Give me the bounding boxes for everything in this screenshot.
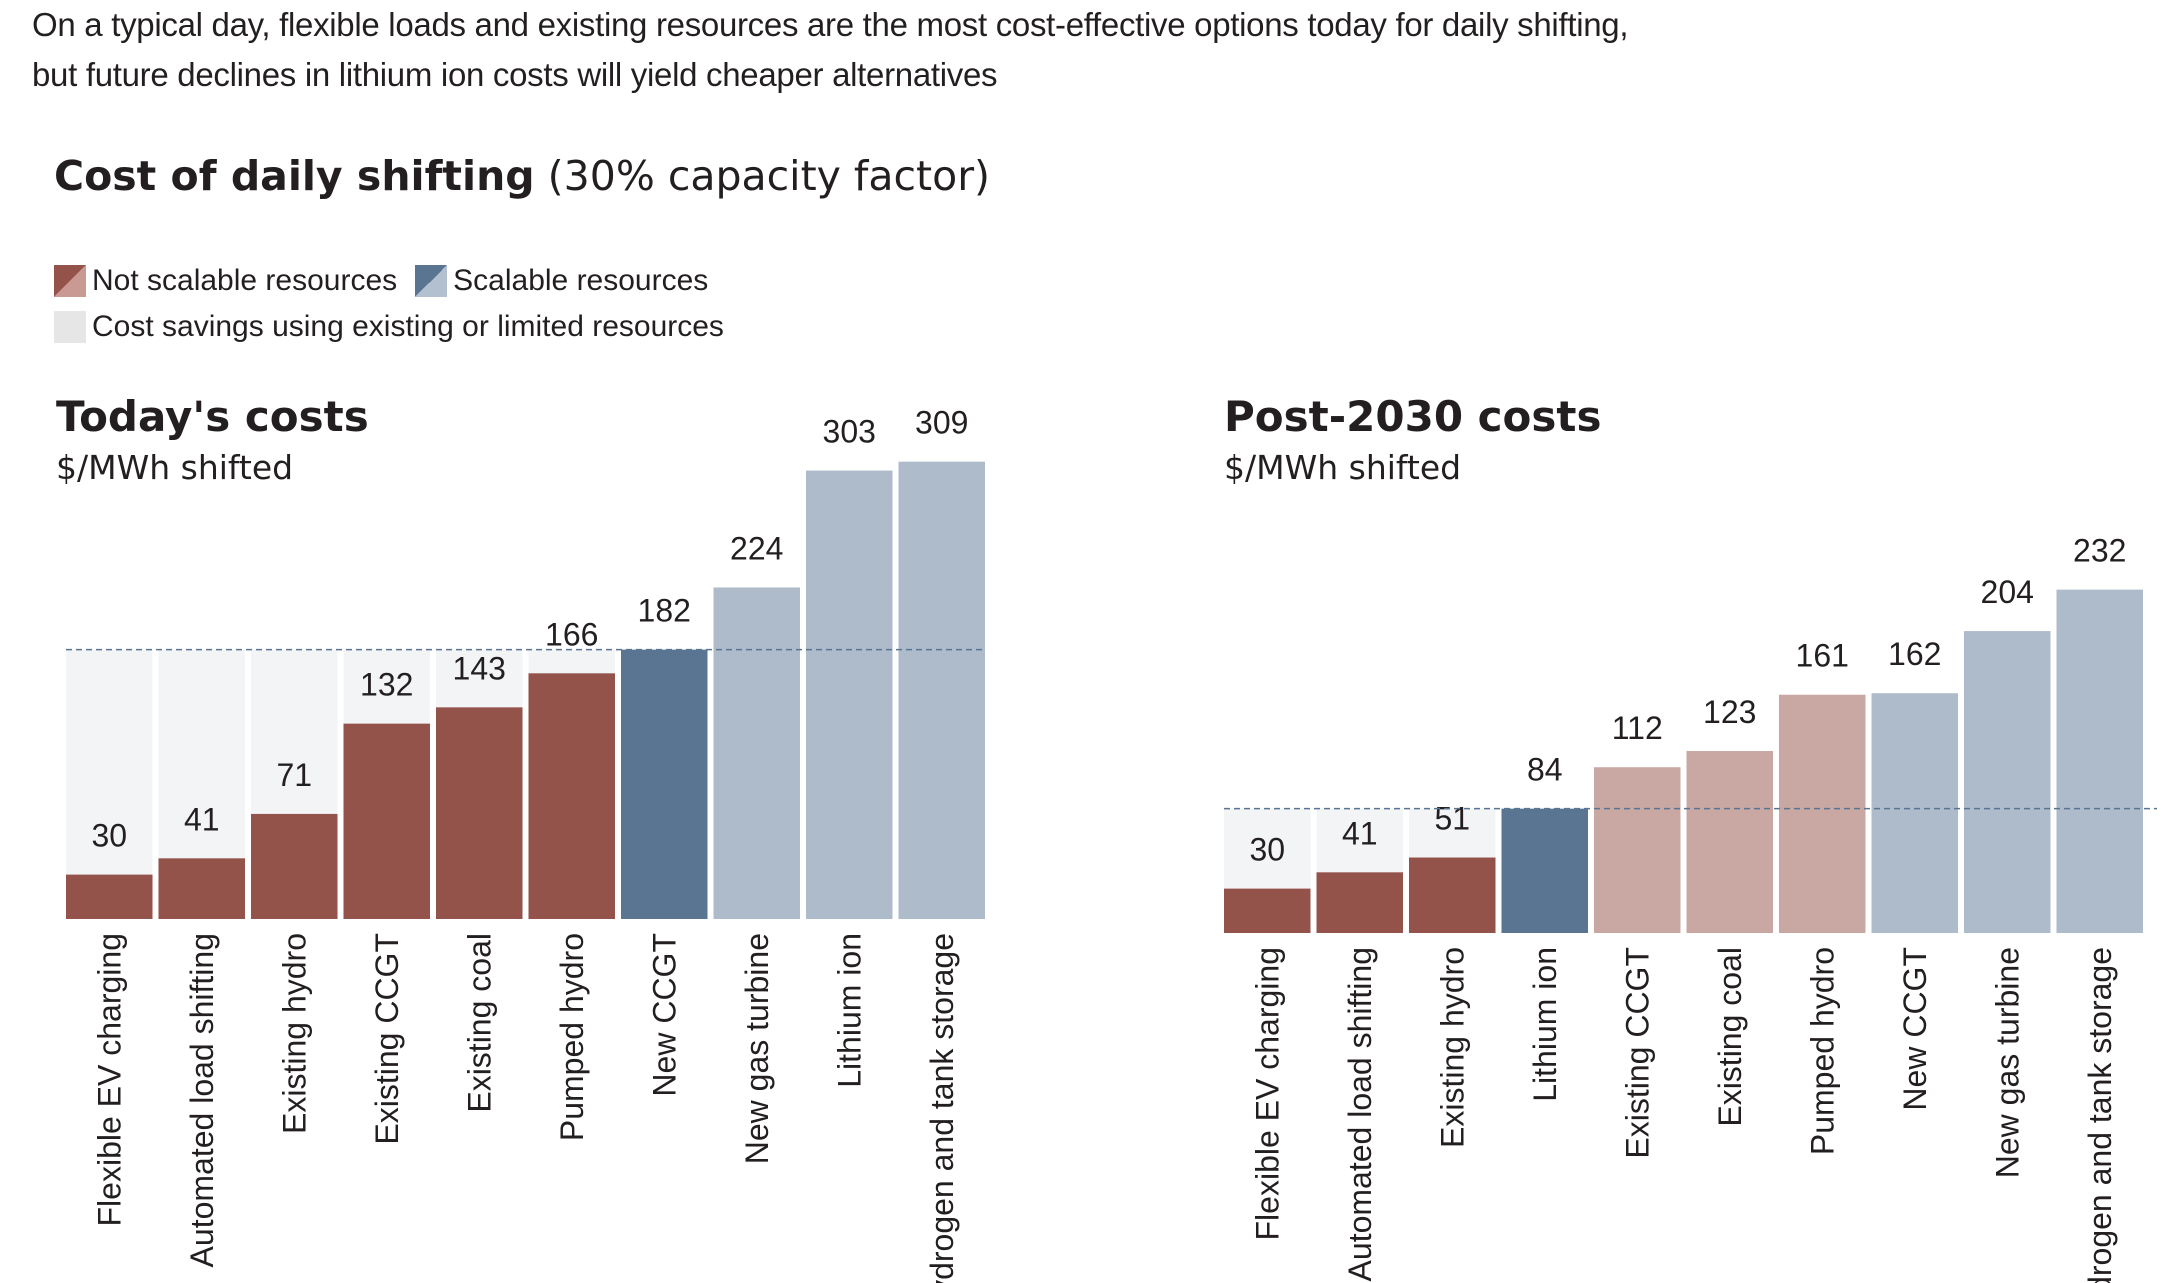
panel-title-post-2030: Post-2030 costs	[1224, 392, 1602, 441]
bar-7	[621, 649, 708, 919]
not-scalable-swatch	[54, 265, 86, 297]
value-label-1: 30	[1249, 832, 1285, 868]
bar-6	[1686, 750, 1773, 933]
panel-subtitle-today: $/MWh shifted	[56, 448, 294, 487]
category-label-10: Hydrogen and tank storage	[2082, 947, 2118, 1283]
value-label-4: 84	[1527, 752, 1563, 788]
value-label-1: 30	[91, 818, 127, 854]
value-label-8: 162	[1888, 636, 1941, 672]
headline: On a typical day, flexible loads and exi…	[32, 0, 1629, 100]
category-label-9: Lithium ion	[831, 933, 867, 1088]
bar-1	[1224, 888, 1311, 933]
category-label-8: New gas turbine	[739, 933, 775, 1164]
bar-2	[158, 858, 245, 919]
category-label-5: Existing coal	[461, 933, 497, 1113]
savings-area-1	[66, 649, 153, 919]
value-label-7: 161	[1796, 638, 1849, 674]
bar-5	[436, 707, 523, 919]
legend-item-savings: Cost savings using existing or limited r…	[54, 310, 724, 344]
panel-subtitle-post-2030: $/MWh shifted	[1224, 448, 1462, 487]
bar-7	[1779, 694, 1866, 933]
bar-6	[528, 673, 615, 919]
savings-swatch	[54, 311, 86, 343]
legend-label-not-scalable: Not scalable resources	[92, 264, 398, 297]
category-label-6: Pumped hydro	[554, 933, 590, 1141]
category-label-1: Flexible EV charging	[91, 933, 127, 1226]
bar-2	[1316, 872, 1403, 933]
headline-line-2: but future declines in lithium ion costs…	[32, 56, 998, 93]
category-label-4: Existing CCGT	[369, 933, 405, 1145]
scalable-swatch	[415, 265, 448, 297]
value-label-5: 112	[1612, 710, 1663, 746]
chart-title: Cost of daily shifting (30% capacity fac…	[54, 152, 990, 200]
value-label-2: 41	[184, 801, 220, 837]
category-label-6: Existing coal	[1712, 947, 1748, 1127]
category-label-8: New CCGT	[1897, 947, 1933, 1111]
category-label-7: Pumped hydro	[1804, 947, 1840, 1155]
category-label-9: New gas turbine	[1989, 947, 2025, 1178]
bar-10	[2056, 589, 2143, 933]
value-label-10: 232	[2073, 533, 2126, 569]
value-label-2: 41	[1342, 815, 1378, 851]
chart-title-main: Cost of daily shifting	[54, 152, 535, 200]
value-label-9: 303	[823, 414, 876, 450]
category-label-10: Hydrogen and tank storage	[924, 933, 960, 1283]
bar-8	[1871, 693, 1958, 933]
value-label-5: 143	[453, 650, 506, 686]
legend-item-not-scalable: Not scalable resources	[54, 264, 397, 298]
legend-item-scalable: Scalable resources	[415, 264, 708, 298]
value-label-3: 71	[276, 757, 312, 793]
category-label-4: Lithium ion	[1527, 947, 1563, 1102]
chart-today: 30 Flexible EV charging 41 Automated load s…	[66, 405, 985, 1283]
legend-label-savings: Cost savings using existing or limited r…	[92, 310, 724, 343]
category-label-5: Existing CCGT	[1619, 947, 1655, 1159]
bar-3	[251, 813, 338, 919]
category-label-2: Automated load shifting	[1342, 947, 1378, 1281]
panel-title-today: Today's costs	[56, 392, 369, 441]
category-label-3: Existing hydro	[1434, 947, 1470, 1148]
bar-9	[1964, 631, 2051, 933]
bar-10	[898, 461, 985, 919]
bar-3	[1409, 857, 1496, 933]
bar-9	[806, 470, 893, 919]
bar-4	[1501, 808, 1588, 933]
value-label-3: 51	[1434, 801, 1470, 837]
category-label-2: Automated load shifting	[184, 933, 220, 1267]
value-label-6: 123	[1703, 694, 1756, 730]
value-label-10: 309	[915, 405, 968, 441]
bar-4	[343, 723, 430, 919]
value-label-8: 224	[730, 530, 783, 566]
bar-8	[713, 587, 800, 919]
value-label-6: 166	[545, 616, 598, 652]
value-label-4: 132	[360, 667, 413, 703]
value-label-7: 182	[638, 593, 691, 629]
category-label-7: New CCGT	[646, 933, 682, 1097]
category-label-1: Flexible EV charging	[1249, 947, 1285, 1240]
chart-post-2030: 30 Flexible EV charging 41 Automated load s…	[1224, 533, 2157, 1283]
headline-line-1: On a typical day, flexible loads and exi…	[32, 6, 1629, 43]
bar-1	[66, 874, 153, 919]
value-label-9: 204	[1981, 574, 2034, 610]
legend: Not scalable resources Scalable resource…	[54, 258, 742, 350]
chart-title-sub: (30% capacity factor)	[547, 152, 991, 200]
bar-5	[1594, 767, 1681, 933]
legend-label-scalable: Scalable resources	[453, 264, 709, 297]
category-label-3: Existing hydro	[276, 933, 312, 1134]
